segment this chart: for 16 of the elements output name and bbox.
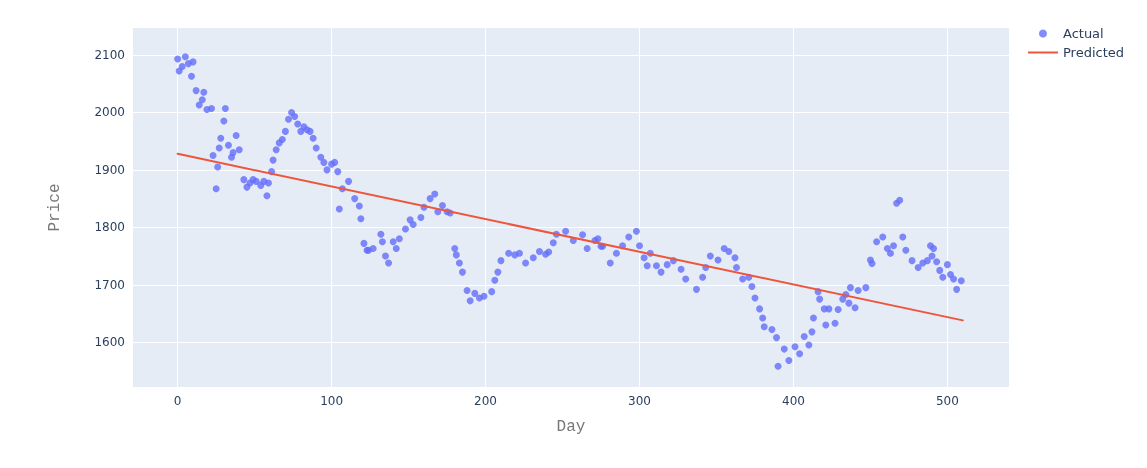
legend-label: Actual xyxy=(1062,26,1104,41)
x-tick-label: 0 xyxy=(173,394,182,408)
x-tick-label: 200 xyxy=(474,394,498,408)
y-tick-label: 2000 xyxy=(94,105,125,120)
x-axis-title: Day xyxy=(556,418,586,436)
x-tick-label: 400 xyxy=(782,394,805,408)
x-tick-label: 500 xyxy=(935,394,959,408)
y-tick-label: 1900 xyxy=(94,162,125,177)
y-tick-label: 1700 xyxy=(94,277,125,292)
y-tick-label: 1600 xyxy=(94,335,125,350)
y-tick-label: 1800 xyxy=(94,220,125,235)
y-axis-title: Price xyxy=(46,183,64,232)
y-tick-label: 2100 xyxy=(94,48,125,62)
x-tick-label: 100 xyxy=(320,394,344,408)
legend-label: Predicted xyxy=(1062,45,1124,60)
x-tick-label: 300 xyxy=(628,394,651,408)
